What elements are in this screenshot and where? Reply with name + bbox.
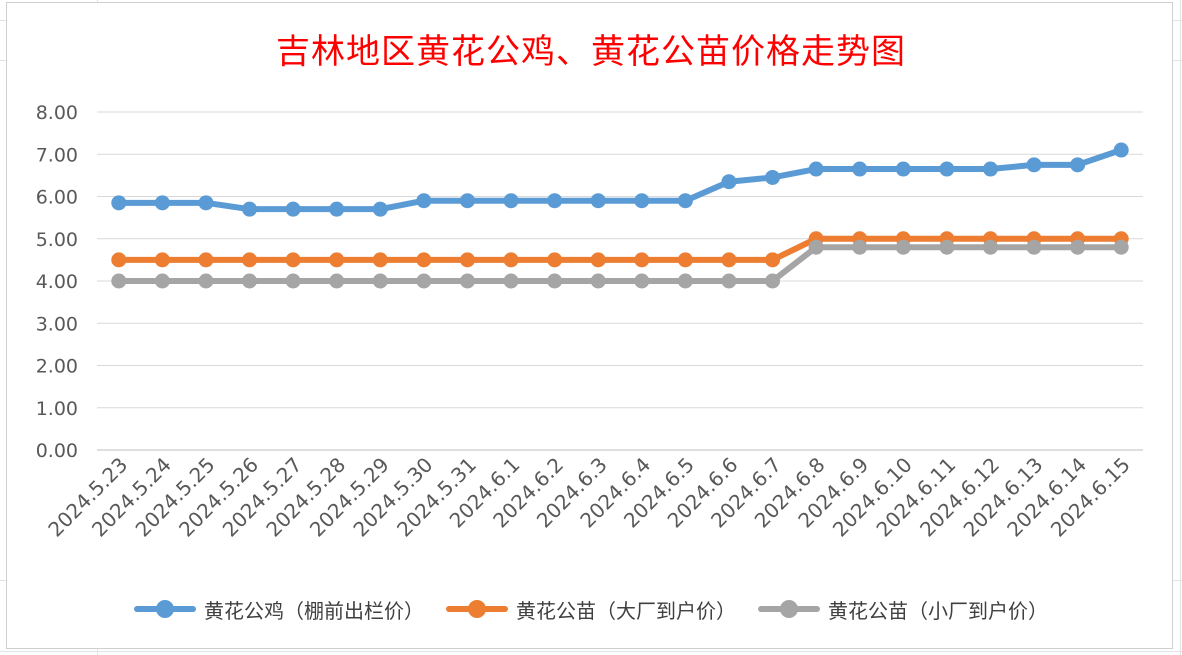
data-point (1070, 157, 1086, 173)
data-point (1113, 239, 1129, 255)
data-point (677, 193, 693, 209)
series-lines (111, 142, 1129, 289)
data-point (982, 161, 998, 177)
legend-marker (156, 600, 174, 618)
data-point (111, 252, 127, 268)
data-point (547, 252, 563, 268)
data-point (372, 273, 388, 289)
data-point (590, 252, 606, 268)
data-point (721, 273, 737, 289)
y-tick-label: 7.00 (36, 144, 78, 166)
data-point (242, 252, 258, 268)
data-point (198, 273, 214, 289)
series-line (115, 147, 1125, 213)
series-line (115, 244, 1125, 284)
data-point (895, 161, 911, 177)
data-point (459, 273, 475, 289)
y-tick-label: 0.00 (36, 440, 78, 462)
legend-swatch (134, 600, 196, 618)
data-point (329, 252, 345, 268)
data-point (1026, 157, 1042, 173)
data-point (939, 161, 955, 177)
data-point (198, 252, 214, 268)
data-point (590, 193, 606, 209)
chart-title: 吉林地区黄花公鸡、黄花公苗价格走势图 (276, 32, 906, 72)
data-point (677, 252, 693, 268)
legend-marker (468, 600, 486, 618)
data-point (1113, 142, 1129, 158)
y-tick-label: 2.00 (36, 356, 78, 378)
data-point (895, 239, 911, 255)
data-point (721, 174, 737, 190)
data-point (329, 273, 345, 289)
data-point (503, 193, 519, 209)
x-axis-ticks: 2024.5.232024.5.242024.5.252024.5.262024… (43, 453, 1134, 542)
sheet-gridline (1180, 0, 1181, 655)
data-point (416, 273, 432, 289)
data-point (242, 201, 258, 217)
data-point (721, 252, 737, 268)
data-point (1070, 239, 1086, 255)
legend-swatch (758, 600, 820, 618)
legend-item: 黄花公苗（小厂到户价） (758, 595, 1048, 624)
data-point (765, 273, 781, 289)
data-point (198, 195, 214, 211)
data-point (416, 252, 432, 268)
legend-label: 黄花公鸡（棚前出栏价） (204, 598, 424, 623)
data-point (372, 201, 388, 217)
data-point (459, 252, 475, 268)
data-point (111, 273, 127, 289)
data-point (329, 201, 345, 217)
y-tick-label: 8.00 (36, 102, 78, 124)
legend-swatch (446, 600, 508, 618)
data-point (852, 239, 868, 255)
y-tick-label: 5.00 (36, 229, 78, 251)
data-point (634, 252, 650, 268)
y-tick-label: 1.00 (36, 398, 78, 420)
data-point (634, 273, 650, 289)
data-point (939, 239, 955, 255)
legend-marker (780, 600, 798, 618)
data-point (808, 161, 824, 177)
data-point (634, 193, 650, 209)
data-point (154, 195, 170, 211)
chart-legend: 黄花公鸡（棚前出栏价） 黄花公苗（大厂到户价） 黄花公苗（小厂到户价） (0, 592, 1182, 626)
data-point (416, 193, 432, 209)
data-point (285, 273, 301, 289)
data-point (154, 273, 170, 289)
y-tick-label: 4.00 (36, 271, 78, 293)
data-point (154, 252, 170, 268)
data-point (547, 193, 563, 209)
legend-label: 黄花公苗（小厂到户价） (828, 598, 1048, 623)
data-point (503, 252, 519, 268)
data-point (459, 193, 475, 209)
sheet-gridline (0, 651, 1182, 652)
series-3 (111, 239, 1129, 289)
data-point (285, 252, 301, 268)
data-point (982, 239, 998, 255)
data-point (677, 273, 693, 289)
y-axis-ticks: 0.00 1.00 2.00 3.00 4.00 5.00 6.00 7.00 8.00 (36, 102, 78, 462)
data-point (372, 252, 388, 268)
legend-item: 黄花公鸡（棚前出栏价） (134, 595, 424, 624)
data-point (852, 161, 868, 177)
data-point (590, 273, 606, 289)
y-tick-label: 3.00 (36, 313, 78, 335)
data-point (242, 273, 258, 289)
chart-area[interactable] (6, 2, 1173, 649)
data-point (503, 273, 519, 289)
data-point (285, 201, 301, 217)
y-tick-label: 6.00 (36, 187, 78, 209)
data-point (111, 195, 127, 211)
data-point (765, 169, 781, 185)
data-point (765, 252, 781, 268)
legend-item: 黄花公苗（大厂到户价） (446, 595, 736, 624)
data-point (808, 239, 824, 255)
legend-label: 黄花公苗（大厂到户价） (516, 598, 736, 623)
data-point (1026, 239, 1042, 255)
series-1 (111, 142, 1129, 217)
data-point (547, 273, 563, 289)
